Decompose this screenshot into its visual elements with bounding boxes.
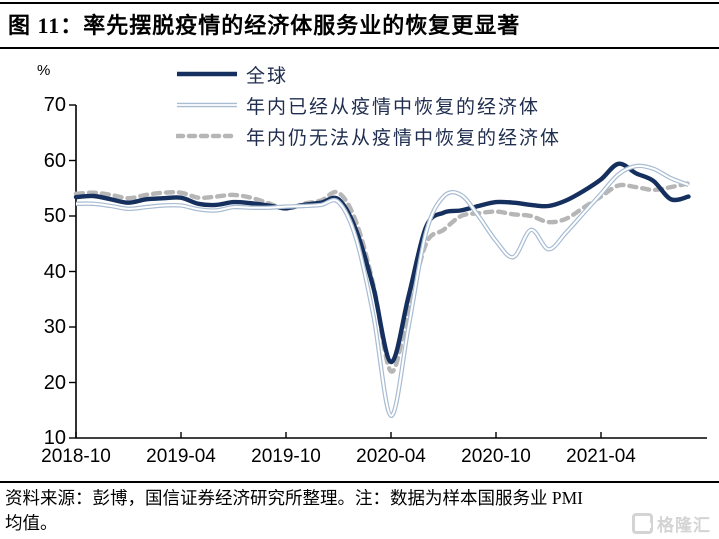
legend-item-global: 全球	[176, 61, 561, 87]
source-note-line2: 均值。	[5, 513, 58, 534]
dashed-line-swatch-icon	[176, 133, 238, 139]
x-tick-label: 2018-10	[41, 446, 111, 467]
legend-item-not-recovered: 年内仍无法从疫情中恢复的经济体	[176, 123, 561, 149]
x-tick-label: 2020-04	[356, 446, 426, 467]
x-tick-label: 2020-10	[461, 446, 531, 467]
y-tick-label: 10	[43, 427, 66, 449]
legend-label-not-recovered: 年内仍无法从疫情中恢复的经济体	[246, 127, 562, 149]
solid-line-swatch-icon	[177, 71, 237, 77]
source-note: 资料来源：彭博，国信证券经济研究所整理。注：数据为样本国服务业 PMI 均值。	[5, 486, 714, 537]
y-tick-label: 50	[43, 205, 66, 227]
chart-legend: 全球 年内已经从疫情中恢复的经济体 年内仍无法从疫情中恢复的经济体	[176, 61, 561, 154]
source-note-line1: 资料来源：彭博，国信证券经济研究所整理。注：数据为样本国服务业 PMI	[5, 488, 583, 508]
y-tick-label: 70	[43, 94, 66, 116]
series-line-recovered-core	[75, 164, 689, 417]
x-tick-label: 2019-10	[251, 446, 321, 467]
top-border-rule	[0, 2, 719, 4]
x-tick-label: 2019-04	[146, 446, 216, 467]
x-tick-label: 2021-04	[566, 446, 636, 467]
y-tick-label: 60	[43, 149, 66, 172]
gelonghui-logo-icon	[632, 513, 653, 534]
series-line-global	[73, 161, 691, 365]
y-axis-unit-label: %	[37, 62, 51, 79]
legend-label-recovered: 年内已经从疫情中恢复的经济体	[246, 96, 541, 118]
y-tick-label: 30	[43, 316, 66, 338]
page-title: 图 11：率先摆脱疫情的经济体服务业的恢复更显著	[8, 13, 521, 38]
title-divider-rule	[0, 47, 719, 49]
legend-label-global: 全球	[246, 65, 289, 87]
gelonghui-watermark-label: 格隆汇	[657, 516, 711, 535]
y-tick-label: 40	[43, 260, 66, 283]
series-line-recovered	[75, 163, 690, 419]
legend-item-recovered: 年内已经从疫情中恢复的经济体	[176, 92, 561, 118]
y-tick-label: 20	[43, 371, 66, 394]
series-line-not-recovered	[73, 181, 691, 374]
double-line-swatch-icon	[177, 102, 237, 108]
gelonghui-watermark: 格隆汇	[632, 511, 711, 536]
footer-divider-rule	[0, 481, 719, 483]
